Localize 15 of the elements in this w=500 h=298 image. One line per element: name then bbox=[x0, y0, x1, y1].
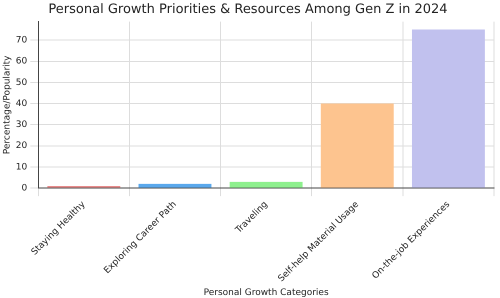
y-tick-label: 60 bbox=[16, 56, 28, 67]
bar bbox=[412, 30, 485, 188]
y-axis-title: Percentage/Popularity bbox=[2, 54, 13, 154]
y-tick-label: 40 bbox=[16, 98, 28, 109]
bar bbox=[320, 104, 394, 188]
y-tick-label: 0 bbox=[22, 184, 28, 194]
y-tick-label: 50 bbox=[16, 78, 28, 88]
y-tick-label: 70 bbox=[16, 35, 28, 46]
chart-title: Personal Growth Priorities & Resources Among Gen Z in 2024 bbox=[48, 2, 448, 18]
x-axis-title: Personal Growth Categories bbox=[204, 288, 329, 298]
bar bbox=[230, 182, 303, 188]
y-tick-label: 10 bbox=[16, 162, 28, 172]
y-tick-label: 30 bbox=[16, 120, 28, 130]
bar bbox=[138, 184, 212, 188]
y-tick-label: 20 bbox=[16, 141, 28, 152]
